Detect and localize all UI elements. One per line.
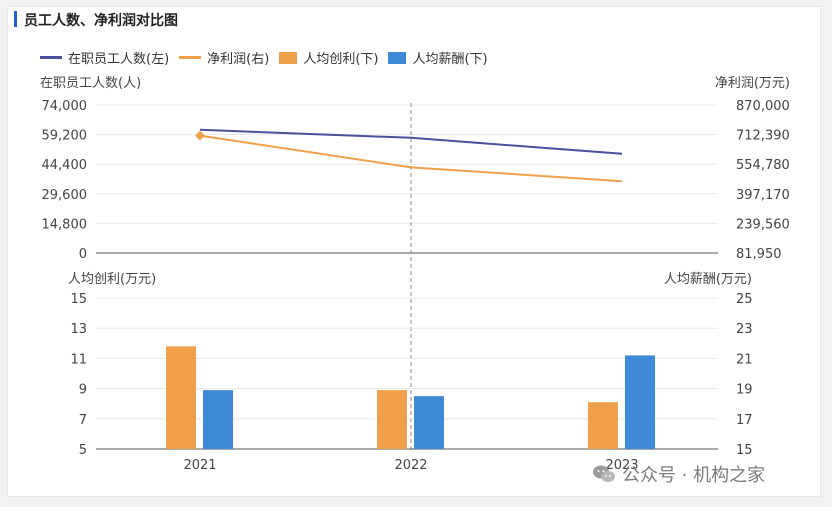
lower-left-tick-label: 15 <box>70 292 87 307</box>
lower-right-tick-label: 19 <box>736 383 753 398</box>
lower-right-tick-label: 21 <box>736 352 753 367</box>
watermark: 公众号 · 机构之家 <box>592 461 765 487</box>
upper-right-tick-label: 81,950 <box>736 247 782 262</box>
upper-right-tick-label: 239,560 <box>736 217 790 232</box>
upper-left-tick-label: 14,800 <box>42 217 88 232</box>
legend-item[interactable]: 净利润(右) <box>179 48 269 67</box>
legend-swatch <box>179 56 202 59</box>
upper-left-tick-label: 29,600 <box>42 188 88 203</box>
lower-left-tick-label: 9 <box>79 383 87 398</box>
legend-item[interactable]: 在职员工人数(左) <box>40 48 169 67</box>
legend-label: 净利润(右) <box>207 52 270 67</box>
lower-right-tick-label: 17 <box>736 413 753 428</box>
upper-right-tick-label: 397,170 <box>736 188 790 203</box>
bar-salary-per-capita <box>625 355 655 449</box>
series-line-employees <box>199 128 623 155</box>
legend-label: 在职员工人数(左) <box>68 52 170 67</box>
x-tick-label: 2022 <box>394 458 427 473</box>
legend-swatch <box>279 51 298 64</box>
upper-left-tick-label: 44,400 <box>42 158 88 173</box>
legend-item[interactable]: 人均创利(下) <box>279 48 378 67</box>
upper-left-tick-label: 0 <box>79 247 87 262</box>
upper-left-axis-title: 在职员工人数(人) <box>40 76 141 91</box>
bar-profit-per-capita <box>377 390 407 449</box>
legend-label: 人均薪酬(下) <box>412 52 488 67</box>
legend-label: 人均创利(下) <box>303 52 379 67</box>
x-tick-label: 2021 <box>183 458 216 473</box>
x-tick-label: 2023 <box>605 458 638 473</box>
upper-right-tick-label: 554,780 <box>736 158 790 173</box>
watermark-text: 公众号 · 机构之家 <box>622 465 766 486</box>
bar-profit-per-capita <box>166 346 196 449</box>
lower-left-axis-title: 人均创利(万元) <box>68 272 156 287</box>
legend-swatch <box>388 51 407 64</box>
lower-left-tick-label: 5 <box>79 443 87 458</box>
wechat-icon <box>593 465 615 482</box>
bar-salary-per-capita <box>203 390 233 449</box>
series-line-net-profit <box>199 134 623 183</box>
lower-right-tick-label: 25 <box>736 292 753 307</box>
upper-right-tick-label: 712,390 <box>736 129 790 144</box>
lower-left-tick-label: 7 <box>79 413 87 428</box>
legend-item[interactable]: 人均薪酬(下) <box>388 48 488 67</box>
lower-left-tick-label: 13 <box>70 322 87 337</box>
upper-left-tick-label: 74,000 <box>42 99 88 114</box>
chart-title: 员工人数、净利润对比图 <box>24 13 178 29</box>
upper-right-tick-label: 870,000 <box>736 99 790 114</box>
lower-right-axis-title: 人均薪酬(万元) <box>664 272 752 287</box>
legend-swatch <box>40 56 62 59</box>
lower-right-tick-label: 15 <box>736 443 753 458</box>
bar-salary-per-capita <box>414 396 444 449</box>
legend: 在职员工人数(左) 净利润(右) 人均创利(下) 人均薪酬(下) <box>40 48 488 67</box>
upper-left-tick-label: 59,200 <box>42 129 88 144</box>
title-accent-bar <box>14 11 17 27</box>
upper-right-axis-title: 净利润(万元) <box>715 76 790 91</box>
bar-profit-per-capita <box>588 402 618 449</box>
net-profit-point-marker <box>195 130 205 141</box>
lower-right-tick-label: 23 <box>736 322 753 337</box>
lower-left-tick-label: 11 <box>70 352 87 367</box>
